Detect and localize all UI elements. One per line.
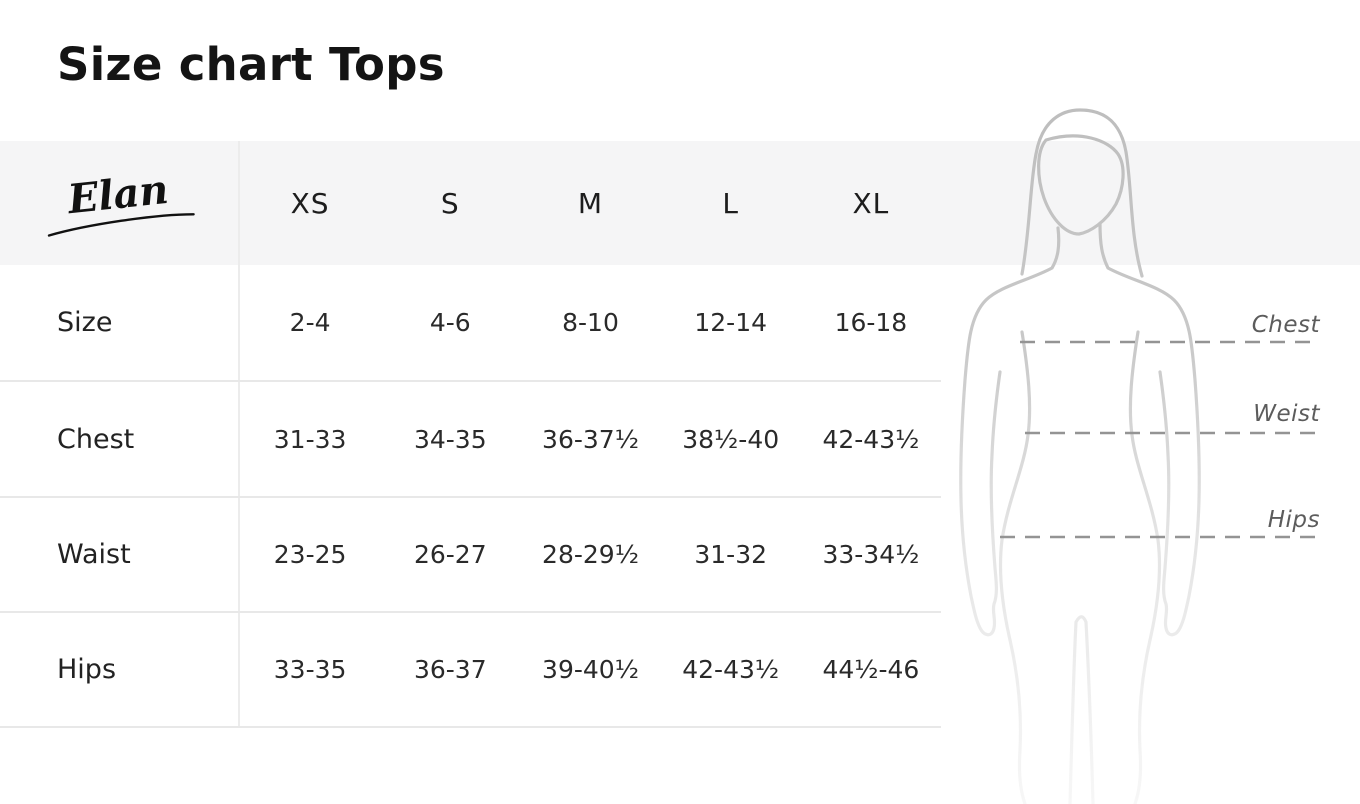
body-measurement-figure: Chest Weist Hips bbox=[930, 100, 1360, 804]
table-cell: 36-37 bbox=[413, 655, 487, 684]
table-header-band bbox=[0, 141, 1360, 265]
brand-logo: Elan bbox=[0, 141, 240, 265]
table-cell: 28-29½ bbox=[542, 540, 639, 569]
hips-measurement-label: Hips bbox=[1267, 507, 1320, 533]
table-cell: 31-33 bbox=[273, 424, 347, 454]
brand-logo-script: Elan bbox=[40, 166, 197, 239]
table-cell: 16-18 bbox=[834, 308, 908, 337]
table-cell: 26-27 bbox=[413, 540, 487, 569]
table-cell: 42-43½ bbox=[822, 424, 920, 454]
table-row-hips: Hips 33-35 36-37 39-40½ 42-43½ 44½-46 bbox=[0, 613, 941, 728]
left-torso-hip-leg bbox=[998, 330, 1032, 804]
row-label-chest: Chest bbox=[0, 382, 240, 496]
row-label-waist: Waist bbox=[0, 498, 240, 611]
table-cell: 34-35 bbox=[413, 424, 487, 454]
row-label-hips: Hips bbox=[0, 613, 240, 726]
size-column-header-xl: XL bbox=[852, 186, 890, 220]
table-cell: 2-4 bbox=[289, 308, 331, 337]
table-cell: 39-40½ bbox=[542, 655, 639, 684]
hair-outline bbox=[1020, 108, 1144, 278]
size-column-header-l: L bbox=[722, 186, 739, 220]
table-cell: 31-32 bbox=[694, 540, 768, 569]
table-cell: 8-10 bbox=[562, 308, 619, 337]
table-cell: 33-34½ bbox=[822, 540, 920, 569]
table-cell: 23-25 bbox=[273, 540, 347, 569]
page-title: Size chart Tops bbox=[57, 38, 445, 91]
woman-outline bbox=[959, 108, 1201, 804]
size-table: Elan XS S M L XL Size 2-4 4-6 8-10 12-14… bbox=[0, 141, 941, 728]
table-cell: 12-14 bbox=[694, 308, 768, 337]
woman-silhouette-illustration bbox=[959, 108, 1320, 804]
table-cell: 44½-46 bbox=[822, 655, 920, 684]
left-neck-shoulder-arm bbox=[959, 226, 1061, 637]
table-cell: 38½-40 bbox=[682, 424, 780, 454]
chest-measurement-label: Chest bbox=[1251, 312, 1320, 338]
size-column-header-xs: XS bbox=[290, 186, 330, 220]
table-cell: 33-35 bbox=[273, 655, 347, 684]
row-label-size: Size bbox=[0, 265, 240, 380]
face-outline bbox=[1037, 134, 1125, 236]
table-header-row: Elan XS S M L XL bbox=[0, 141, 941, 265]
table-row-waist: Waist 23-25 26-27 28-29½ 31-32 33-34½ bbox=[0, 498, 941, 613]
table-cell: 42-43½ bbox=[682, 655, 780, 684]
inner-legs bbox=[1068, 615, 1095, 804]
right-torso-hip-leg bbox=[1128, 330, 1162, 804]
waist-measurement-label: Weist bbox=[1253, 401, 1320, 427]
table-row-chest: Chest 31-33 34-35 36-37½ 38½-40 42-43½ bbox=[0, 382, 941, 498]
right-neck-shoulder-arm bbox=[1098, 222, 1201, 637]
table-cell: 36-37½ bbox=[542, 424, 639, 454]
logo-underline-swoosh bbox=[47, 213, 195, 237]
size-column-header-s: S bbox=[440, 186, 460, 220]
measurement-lines bbox=[1000, 340, 1320, 539]
size-column-header-m: M bbox=[577, 186, 604, 220]
table-cell: 4-6 bbox=[429, 308, 471, 337]
table-row-size: Size 2-4 4-6 8-10 12-14 16-18 bbox=[0, 265, 941, 382]
